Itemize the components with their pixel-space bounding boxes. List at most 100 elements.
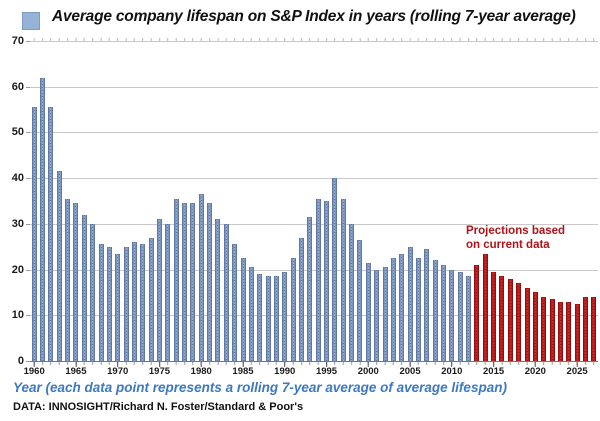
y-gridline-70 [30,41,598,42]
bar-1978 [182,203,188,361]
y-axis: 0 10 20 30 40 50 60 70 [0,35,24,367]
bar-2016 [499,276,505,361]
x-axis-tick-label-1975: 1975 [148,366,171,377]
bar-1974 [148,237,154,361]
y-axis-tick-label-10: 10 [11,309,24,322]
bar-1967 [90,223,96,361]
bar-1983 [223,223,229,361]
bar-1970 [115,253,121,361]
bar-1962 [48,107,54,361]
bar-2009 [440,265,446,361]
y-axis-tick-0 [26,361,30,362]
bar-1969 [106,246,112,361]
y-axis-tick-label-70: 70 [11,35,24,47]
bar-1979 [190,203,196,361]
bar-1987 [257,274,263,361]
top-minor-ticks [30,38,598,41]
bar-1981 [207,203,213,361]
x-axis-tick-label-2005: 2005 [399,366,421,377]
bar-1982 [215,219,221,361]
x-axis-tick-label-2025: 2025 [566,366,588,377]
y-axis-tick-10 [26,315,30,317]
bar-1980 [198,194,204,361]
x-axis-tick-label-1995: 1995 [315,366,338,377]
chart-title: Average company lifespan on S&P Index in… [52,8,576,25]
y-axis-tick-label-60: 60 [11,80,24,93]
x-axis-tick-labels: 1960 1965 1970 1975 1980 1985 1990 1995 2000 2005… [0,366,600,377]
bar-2018 [516,283,522,361]
projection-annotation-line2: on current data [466,238,550,251]
bar-2013 [474,265,480,361]
y-axis-tick-70 [26,41,30,42]
x-axis-tick-label-1980: 1980 [190,366,212,377]
x-axis-tick-label-2020: 2020 [524,366,546,377]
bar-1984 [232,244,238,361]
bar-1966 [81,214,87,361]
bar-1995 [324,201,330,361]
y-axis-tick-label-30: 30 [11,217,24,230]
bar-1999 [357,239,363,361]
bar-1973 [140,244,146,361]
bar-1994 [315,198,321,361]
y-gridline-10 [30,315,598,317]
y-gridline-30 [30,223,598,225]
bar-1972 [131,242,137,361]
bar-1992 [298,237,304,361]
bar-1990 [282,271,288,361]
bar-1996 [332,178,338,361]
bar-1976 [165,223,171,361]
x-axis-tick-label-1990: 1990 [274,366,296,377]
bar-1991 [290,258,296,361]
bar-1975 [156,219,162,361]
bar-2019 [524,287,530,361]
bar-1985 [240,258,246,361]
y-axis-tick-30 [26,223,30,225]
bar-2000 [365,262,371,361]
x-axis-caption: Year (each data point represents a rolli… [13,380,507,395]
bar-2004 [399,253,405,361]
bar-1960 [31,107,37,361]
x-axis-tick-label-1965: 1965 [65,366,87,377]
bar-1998 [349,223,355,361]
x-axis-tick-label-1960: 1960 [23,366,45,377]
bar-2025 [574,303,580,361]
x-axis-tick-label-2000: 2000 [357,366,379,377]
bar-2023 [557,301,563,361]
bar-1961 [40,77,46,361]
bar-2001 [374,269,380,361]
y-gridline-60 [30,86,598,88]
bar-1989 [273,276,279,361]
y-axis-tick-label-0: 0 [17,355,24,367]
bar-1997 [340,198,346,361]
bar-2007 [424,249,430,361]
bar-2027 [591,297,597,361]
bar-2021 [541,297,547,361]
y-axis-tick-60 [26,86,30,88]
y-axis-tick-label-20: 20 [11,263,24,276]
legend-square-icon [22,12,40,30]
y-axis-tick-label-50: 50 [11,126,24,139]
bar-2017 [507,278,513,361]
bar-2008 [432,260,438,361]
bar-2022 [549,299,555,361]
plot-area [30,41,598,362]
bar-1971 [123,246,129,361]
x-axis-tick-label-2015: 2015 [483,366,505,377]
bar-2026 [582,297,588,361]
y-gridline-20 [30,269,598,271]
y-axis-tick-40 [26,178,30,180]
bar-2011 [457,271,463,361]
bar-2024 [566,301,572,361]
bar-2015 [491,271,497,361]
y-axis-tick-20 [26,269,30,271]
y-axis-tick-label-40: 40 [11,172,24,185]
bar-1986 [248,267,254,361]
bar-1993 [307,217,313,361]
bar-2020 [532,292,538,361]
bar-2005 [407,246,413,361]
bar-2003 [390,258,396,361]
x-axis-tick-label-1985: 1985 [232,366,254,377]
projection-annotation: Projections based on current data [466,225,565,252]
projection-annotation-line1: Projections based [466,225,566,237]
